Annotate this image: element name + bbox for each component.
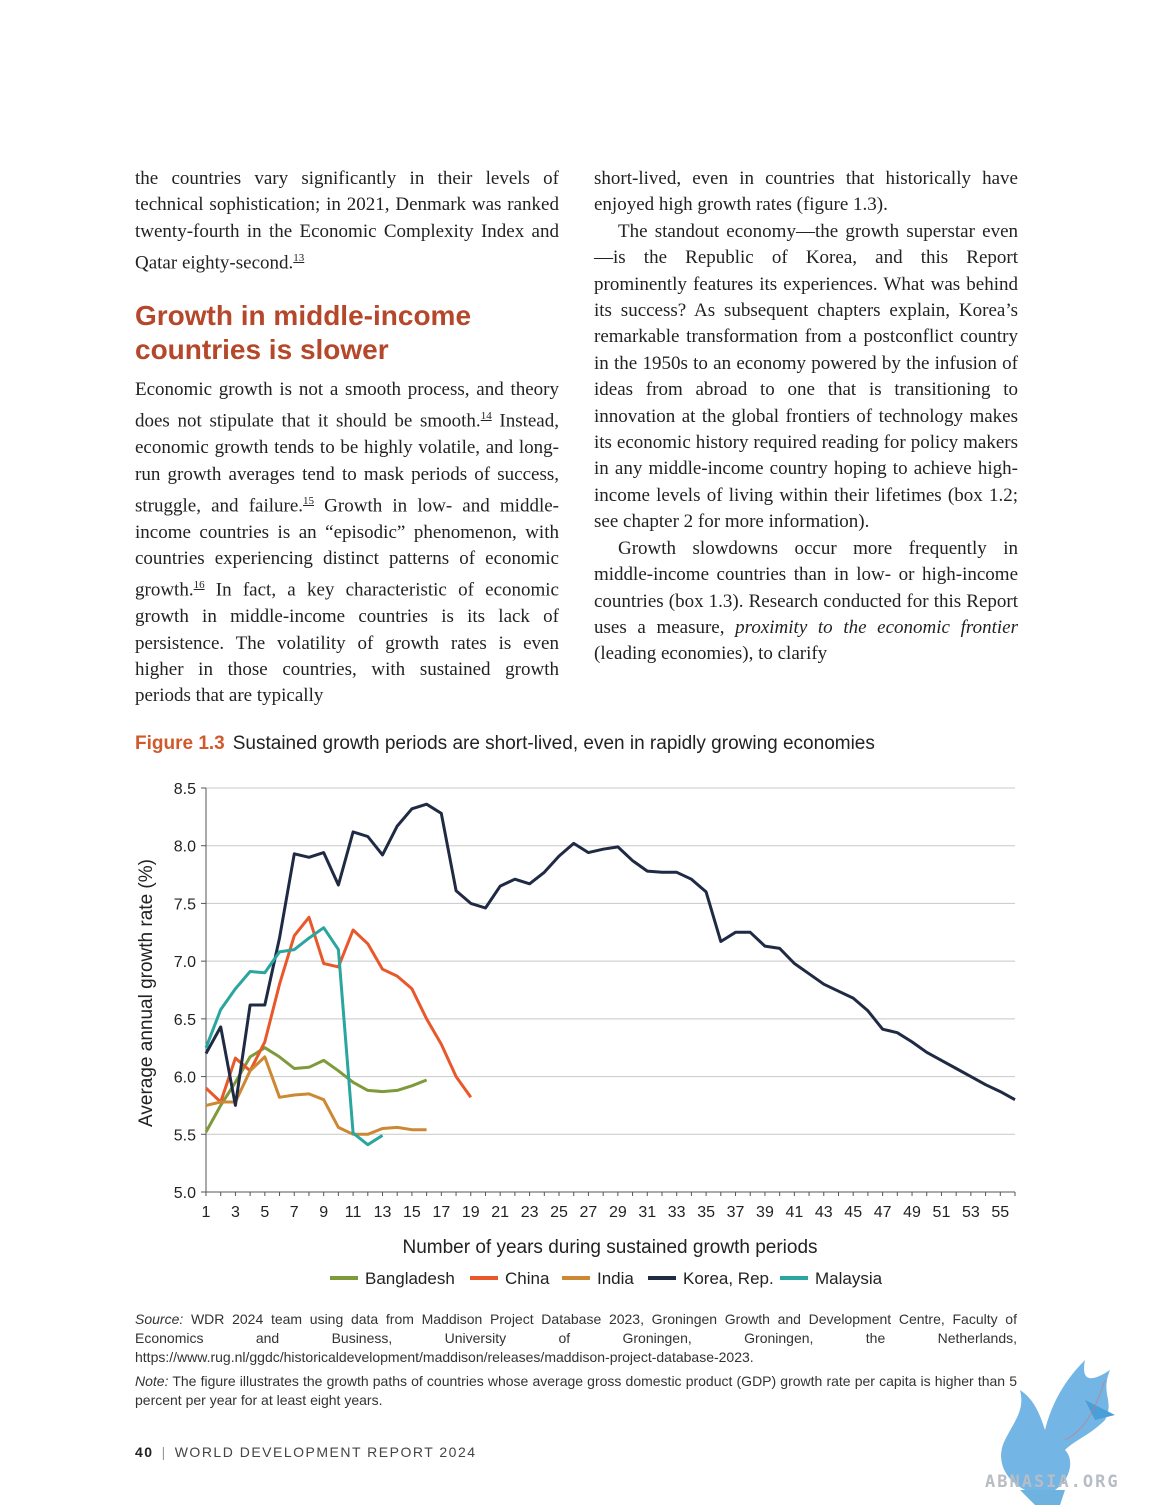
legend-label-korea-rep: Korea, Rep. (683, 1269, 774, 1288)
right-paragraph-2: The standout economy—the growth supersta… (594, 220, 1018, 533)
x-tick-label: 41 (785, 1204, 803, 1221)
x-tick-label: 23 (521, 1204, 539, 1221)
figure-caption: Sustained growth periods are short-lived… (232, 733, 875, 754)
figure-notes: Source: WDR 2024 team using data from Ma… (135, 1310, 1017, 1415)
y-tick-label: 7.5 (174, 896, 196, 913)
y-tick-label: 6.0 (174, 1070, 196, 1087)
x-tick-label: 37 (727, 1204, 745, 1221)
legend-label-china: China (505, 1269, 550, 1288)
griffin-logo-icon (1001, 1360, 1115, 1505)
x-tick-label: 3 (231, 1204, 240, 1221)
figure-title: Figure 1.3 Sustained growth periods are s… (135, 733, 875, 755)
y-tick-label: 6.5 (174, 1012, 196, 1029)
x-tick-label: 45 (844, 1204, 862, 1221)
chart-axes (205, 788, 1015, 1193)
x-tick-label: 35 (697, 1204, 715, 1221)
x-tick-label: 1 (202, 1204, 211, 1221)
series-line-malaysia (204, 926, 384, 1147)
x-tick-label: 13 (374, 1204, 392, 1221)
figure-note: Note: The figure illustrates the growth … (135, 1373, 1017, 1408)
footnote-ref[interactable]: 13 (293, 252, 305, 265)
x-tick-label: 5 (260, 1204, 269, 1221)
figure-number: Figure 1.3 (135, 733, 225, 754)
right-paragraph-1: short-lived, even in countries that hist… (594, 168, 1018, 216)
x-tick-label: 47 (874, 1204, 892, 1221)
y-tick-label: 5.0 (174, 1185, 196, 1202)
emphasis-term: proximity to the economic frontier (735, 616, 1018, 638)
section-heading: Growth in middle-income countries is slo… (135, 299, 472, 365)
footnote-ref[interactable]: 14 (480, 410, 492, 423)
x-axis-ticks: 1 3 5 7 9 11 13 15 17 19 21 23 25 27 29 31 33 35 37 39 41 43 4… (202, 1192, 1016, 1221)
y-axis-ticks: 5.0 5.5 6.0 6.5 7.0 7.5 8.0 8.5 (174, 781, 206, 1202)
chart-series (204, 802, 1016, 1147)
x-tick-label: 33 (668, 1204, 686, 1221)
y-tick-label: 7.0 (174, 954, 196, 971)
x-tick-label: 49 (903, 1204, 921, 1221)
x-tick-label: 43 (815, 1204, 833, 1221)
series-line-china (204, 915, 473, 1104)
x-tick-label: 9 (319, 1204, 328, 1221)
footnote-ref[interactable]: 16 (193, 579, 205, 592)
x-tick-label: 25 (550, 1204, 568, 1221)
watermark-text: ABNASIA.ORG (985, 1472, 1120, 1492)
series-line-india (205, 1055, 427, 1136)
y-axis-label: Average annual growth rate (%) (136, 859, 157, 1127)
footer-separator: | (161, 1444, 167, 1460)
x-tick-label: 51 (933, 1204, 951, 1221)
x-tick-label: 19 (462, 1204, 480, 1221)
page-footer: 40 | WORLD DEVELOPMENT REPORT 2024 (135, 1444, 477, 1460)
chart-legend: Bangladesh China India Korea, Rep. Malaysia (330, 1269, 883, 1288)
x-axis-label: Number of years during sustained growth … (402, 1237, 817, 1258)
y-tick-label: 8.0 (174, 839, 196, 856)
report-title: WORLD DEVELOPMENT REPORT 2024 (174, 1444, 477, 1460)
x-tick-label: 53 (962, 1204, 980, 1221)
chart-grid (206, 787, 1015, 1135)
y-tick-label: 5.5 (174, 1127, 196, 1144)
footnote-ref[interactable]: 15 (303, 494, 315, 507)
x-tick-label: 55 (991, 1204, 1009, 1221)
series-line-korea-rep (204, 802, 1016, 1107)
left-paragraph-2: Economic growth is not a smooth process,… (135, 378, 559, 707)
left-column: the countries vary significantly in thei… (135, 166, 559, 710)
x-tick-label: 17 (432, 1204, 450, 1221)
y-tick-label: 8.5 (174, 781, 196, 798)
line-chart: 5.05.56.06.57.07.58.08.5 1 3 5 7 9 11 13 15 17 19… (136, 781, 1016, 1288)
legend-label-malaysia: Malaysia (815, 1269, 883, 1288)
left-paragraph-1: the countries vary significantly in thei… (135, 168, 559, 274)
legend-label-bangladesh: Bangladesh (365, 1269, 455, 1288)
x-tick-label: 11 (345, 1204, 362, 1221)
page-number: 40 (135, 1444, 154, 1460)
x-tick-label: 7 (290, 1204, 299, 1221)
x-tick-label: 31 (638, 1204, 656, 1221)
series-line-bangladesh (204, 1046, 428, 1133)
x-tick-label: 15 (403, 1204, 421, 1221)
x-tick-label: 39 (756, 1204, 774, 1221)
right-paragraph-3: Growth slowdowns occur more frequently i… (594, 537, 1018, 665)
source-note: Source: WDR 2024 team using data from Ma… (135, 1311, 1017, 1365)
x-tick-label: 29 (609, 1204, 627, 1221)
right-column: short-lived, even in countries that hist… (594, 166, 1018, 668)
x-tick-label: 27 (580, 1204, 598, 1221)
legend-label-india: India (597, 1269, 634, 1288)
x-tick-label: 21 (491, 1204, 509, 1221)
